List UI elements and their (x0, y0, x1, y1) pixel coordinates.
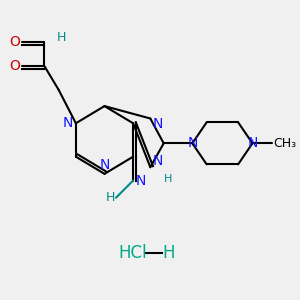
Text: N: N (63, 116, 73, 130)
Text: H: H (164, 174, 172, 184)
Text: N: N (152, 154, 163, 168)
Text: CH₃: CH₃ (274, 137, 297, 150)
Text: N: N (136, 173, 146, 188)
Text: O: O (10, 59, 20, 73)
Text: O: O (10, 35, 20, 49)
Text: im: im (146, 173, 160, 183)
Text: H: H (57, 31, 66, 44)
Text: N: N (247, 136, 258, 150)
Text: N: N (187, 136, 197, 150)
Text: HCl: HCl (119, 244, 147, 262)
Text: N: N (152, 117, 163, 130)
Text: H: H (162, 244, 175, 262)
Text: N: N (99, 158, 110, 172)
Text: H: H (106, 191, 115, 204)
Text: im: im (136, 167, 148, 177)
